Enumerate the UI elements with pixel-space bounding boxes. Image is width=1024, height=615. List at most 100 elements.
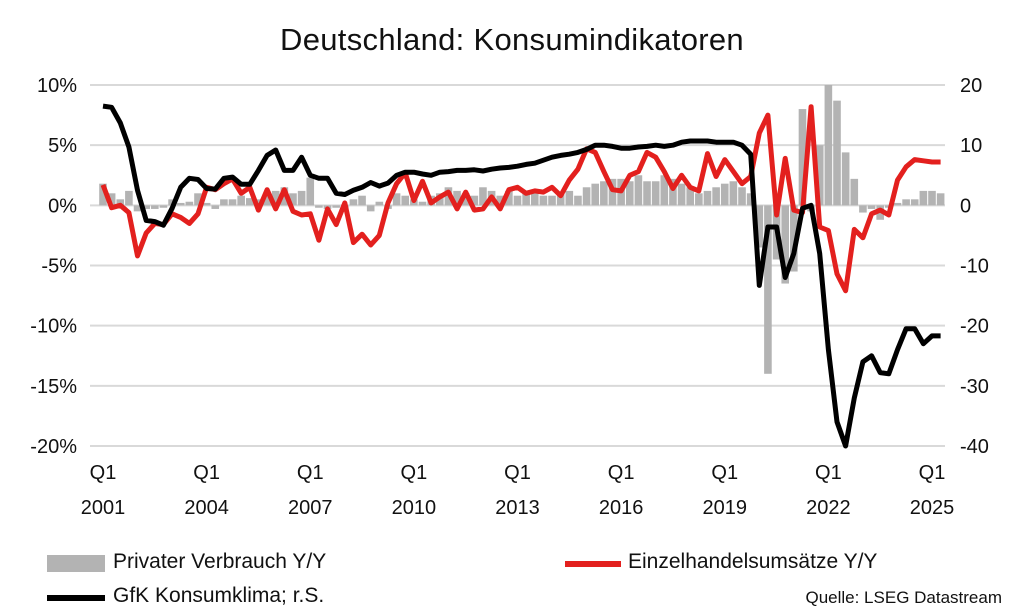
bar-privater-verbrauch <box>634 175 643 206</box>
bar-privater-verbrauch <box>738 187 746 206</box>
x-tick-quarter: Q1 <box>401 462 428 484</box>
bar-privater-verbrauch <box>643 181 651 206</box>
bar-privater-verbrauch <box>151 205 159 209</box>
bar-privater-verbrauch <box>695 193 703 206</box>
bar-privater-verbrauch <box>99 183 107 206</box>
legend-label-gfk: GfK Konsumklima; r.S. <box>113 584 325 607</box>
bar-privater-verbrauch <box>746 193 755 206</box>
bar-privater-verbrauch <box>392 193 401 206</box>
legend-swatch-gfk <box>47 595 105 601</box>
bar-privater-verbrauch <box>522 193 530 206</box>
x-tick-quarter: Q1 <box>297 462 324 484</box>
bar-privater-verbrauch <box>910 199 919 206</box>
x-tick-year: 2016 <box>599 497 644 519</box>
bar-privater-verbrauch <box>565 190 574 206</box>
bar-privater-verbrauch <box>366 205 375 212</box>
bar-privater-verbrauch <box>461 193 470 206</box>
chart-title: Deutschland: Konsumindikatoren <box>280 22 744 57</box>
y-right-tick-label: -20 <box>960 316 989 338</box>
bar-privater-verbrauch <box>790 205 798 272</box>
bar-privater-verbrauch <box>358 195 366 206</box>
bar-privater-verbrauch <box>824 85 833 206</box>
x-tick-quarter: Q1 <box>90 462 117 484</box>
y-right-tick-label: 10 <box>960 135 982 157</box>
bar-privater-verbrauch <box>651 181 660 206</box>
legend-swatch-privater-verbrauch <box>47 555 105 572</box>
y-axis-right: 20 10 0 -10 -20 -30 -40 <box>960 75 989 458</box>
source-note: Quelle: LSEG Datastream <box>805 588 1002 607</box>
bar-privater-verbrauch <box>530 193 539 206</box>
bar-privater-verbrauch <box>133 205 142 212</box>
bar-privater-verbrauch <box>928 190 936 206</box>
bar-privater-verbrauch <box>315 205 323 208</box>
bar-privater-verbrauch <box>781 205 789 284</box>
bar-privater-verbrauch <box>332 205 340 208</box>
line-series <box>100 103 941 449</box>
bar-privater-verbrauch <box>669 178 677 206</box>
bar-privater-verbrauch <box>859 205 867 213</box>
bar-privater-verbrauch <box>194 193 202 206</box>
y-right-tick-label: 20 <box>960 75 982 97</box>
x-tick-quarter: Q1 <box>815 462 842 484</box>
bar-privater-verbrauch <box>375 201 384 206</box>
bar-privater-verbrauch <box>686 187 695 206</box>
bar-privater-verbrauch <box>539 195 548 206</box>
bar-privater-verbrauch <box>625 181 634 206</box>
bar-privater-verbrauch <box>263 195 271 206</box>
bar-privater-verbrauch <box>720 183 729 206</box>
bar-privater-verbrauch <box>833 100 841 206</box>
x-tick-quarter: Q1 <box>919 462 946 484</box>
x-tick-quarter: Q1 <box>504 462 531 484</box>
bar-privater-verbrauch <box>185 201 194 206</box>
line-einzelhandelsumsaetze <box>100 104 941 294</box>
legend-label-einzelhandel: Einzelhandelsumsätze Y/Y <box>628 550 878 573</box>
x-tick-quarter: Q1 <box>711 462 738 484</box>
bar-privater-verbrauch <box>902 199 910 206</box>
y-left-tick-label: 5% <box>48 135 77 157</box>
x-tick-year: 2010 <box>392 497 437 519</box>
y-left-tick-label: -5% <box>41 256 77 278</box>
bar-privater-verbrauch <box>850 178 859 206</box>
line-gfk-konsumklima <box>102 103 941 449</box>
x-axis: Q1 2001 Q1 2004 Q1 2007 Q1 2010 Q1 2013 Q1 2016 Q1 20… <box>81 462 955 519</box>
bar-privater-verbrauch <box>176 202 185 206</box>
bar-privater-verbrauch <box>107 193 116 206</box>
bar-privater-verbrauch <box>893 202 902 206</box>
bar-privater-verbrauch <box>220 199 228 206</box>
y-axis-left: 10% 5% 0% -5% -10% -15% -20% <box>30 75 77 458</box>
y-left-tick-label: -15% <box>30 376 77 398</box>
x-tick-year: 2001 <box>81 497 126 519</box>
bar-privater-verbrauch <box>237 195 245 206</box>
x-tick-year: 2022 <box>806 497 851 519</box>
bar-privater-verbrauch <box>246 198 254 206</box>
bar-privater-verbrauch <box>254 199 263 206</box>
y-right-tick-label: -40 <box>960 436 989 458</box>
bar-privater-verbrauch <box>764 205 772 374</box>
bar-privater-verbrauch <box>479 187 487 206</box>
legend-swatch-einzelhandel <box>565 561 621 567</box>
bar-privater-verbrauch <box>703 190 712 206</box>
bar-privater-verbrauch <box>418 201 427 206</box>
bar-privater-verbrauch <box>401 195 410 206</box>
y-right-tick-label: -30 <box>960 376 989 398</box>
bar-privater-verbrauch <box>574 195 582 206</box>
bar-privater-verbrauch <box>470 195 479 206</box>
bar-privater-verbrauch <box>306 177 315 206</box>
bar-privater-verbrauch <box>591 183 600 206</box>
bar-privater-verbrauch <box>556 193 565 206</box>
gridlines <box>90 84 945 447</box>
y-left-tick-label: 0% <box>48 195 77 217</box>
x-tick-year: 2019 <box>703 497 748 519</box>
bar-privater-verbrauch <box>582 187 591 206</box>
legend-label-privater-verbrauch: Privater Verbrauch Y/Y <box>113 550 327 573</box>
bar-privater-verbrauch <box>297 190 306 206</box>
y-left-tick-label: -20% <box>30 436 77 458</box>
bar-privater-verbrauch <box>125 190 133 206</box>
bar-privater-verbrauch <box>660 175 669 206</box>
bar-privater-verbrauch <box>496 195 505 206</box>
bar-privater-verbrauch <box>729 181 738 206</box>
x-tick-quarter: Q1 <box>193 462 220 484</box>
bar-privater-verbrauch <box>142 205 150 209</box>
x-tick-quarter: Q1 <box>608 462 635 484</box>
